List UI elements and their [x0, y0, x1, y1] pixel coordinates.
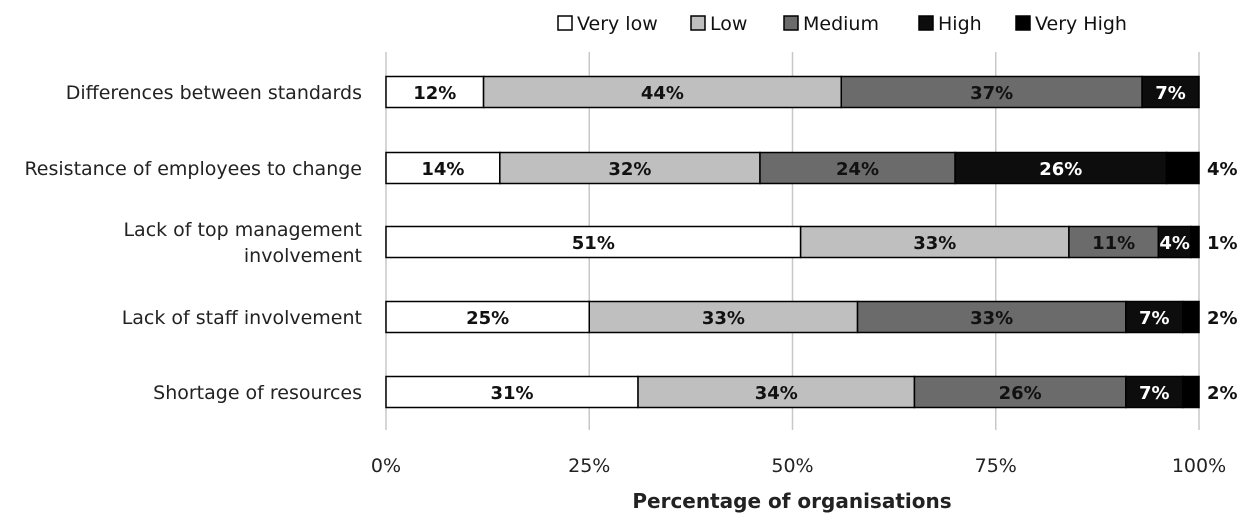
bar-segment: [1125, 375, 1184, 409]
data-label: 26%: [999, 383, 1042, 404]
legend-swatch: [783, 15, 799, 31]
data-label: 7%: [1139, 383, 1170, 404]
bar-segment: [385, 225, 802, 259]
bar-segment: [385, 300, 590, 334]
bar-segment: [482, 75, 843, 109]
data-label: 2%: [1207, 383, 1238, 404]
data-label: 31%: [490, 383, 533, 404]
bar-segment: [1165, 151, 1200, 185]
bar-segment: [1181, 375, 1200, 409]
legend: Very low Low Medium High Very High: [557, 13, 1127, 35]
x-tick-labels: 0% 25% 50% 75% 100%: [371, 455, 1226, 477]
x-tick-label: 100%: [1172, 455, 1226, 477]
bar-segment: [385, 151, 501, 185]
data-label: 1%: [1207, 233, 1238, 254]
data-label: 51%: [572, 233, 615, 254]
x-tick-label: 25%: [568, 455, 610, 477]
bar-segment: [1068, 225, 1160, 259]
legend-label: High: [938, 13, 982, 35]
bar-segment: [759, 151, 956, 185]
data-label: 32%: [608, 159, 651, 180]
data-label: 11%: [1092, 233, 1135, 254]
data-label: 44%: [641, 83, 684, 104]
legend-swatch: [918, 15, 934, 31]
bar-segment: [840, 75, 1143, 109]
data-label: 4%: [1207, 159, 1238, 180]
legend-swatch: [690, 15, 706, 31]
data-label: 4%: [1159, 233, 1190, 254]
category-label: Lack of staff involvement: [122, 307, 362, 329]
category-label: Resistance of employees to change: [24, 158, 362, 180]
data-label: 26%: [1039, 159, 1082, 180]
legend-label: Very low: [577, 13, 658, 35]
x-tick-label: 0%: [371, 455, 401, 477]
category-label: involvement: [244, 245, 362, 267]
category-labels: Differences between standards Resistance …: [24, 82, 362, 404]
data-label: 7%: [1155, 83, 1186, 104]
legend-swatch: [557, 15, 573, 31]
data-label: 37%: [970, 83, 1013, 104]
data-label: 24%: [836, 159, 879, 180]
data-label: 33%: [702, 308, 745, 329]
category-label: Lack of top management: [123, 219, 362, 241]
category-label: Shortage of resources: [153, 382, 362, 404]
legend-swatch: [1015, 15, 1031, 31]
data-label: 7%: [1139, 308, 1170, 329]
bar-segment: [856, 300, 1127, 334]
legend-label: Low: [710, 13, 747, 35]
data-label: 14%: [421, 159, 464, 180]
x-axis-title: Percentage of organisations: [632, 489, 951, 513]
x-tick-label: 50%: [771, 455, 813, 477]
legend-label: Medium: [803, 13, 879, 35]
data-label: 2%: [1207, 308, 1238, 329]
data-label: 25%: [466, 308, 509, 329]
data-label: 34%: [755, 383, 798, 404]
x-tick-label: 75%: [975, 455, 1017, 477]
data-label: 33%: [913, 233, 956, 254]
data-label: 33%: [970, 308, 1013, 329]
bar-segment: [913, 375, 1127, 409]
legend-label: Very High: [1035, 13, 1127, 35]
bar-segment: [1181, 300, 1200, 334]
bar-segment: [1190, 225, 1200, 259]
category-label: Differences between standards: [66, 82, 362, 104]
bars: 12% 44% 37% 7% 14% 32% 24% 26% 4% 51% 33% 11% 4% 1% 25…: [385, 75, 1238, 409]
data-label: 12%: [413, 83, 456, 104]
bar-segment: [637, 375, 916, 409]
bar-segment: [1141, 75, 1200, 109]
bar-segment: [1125, 300, 1184, 334]
